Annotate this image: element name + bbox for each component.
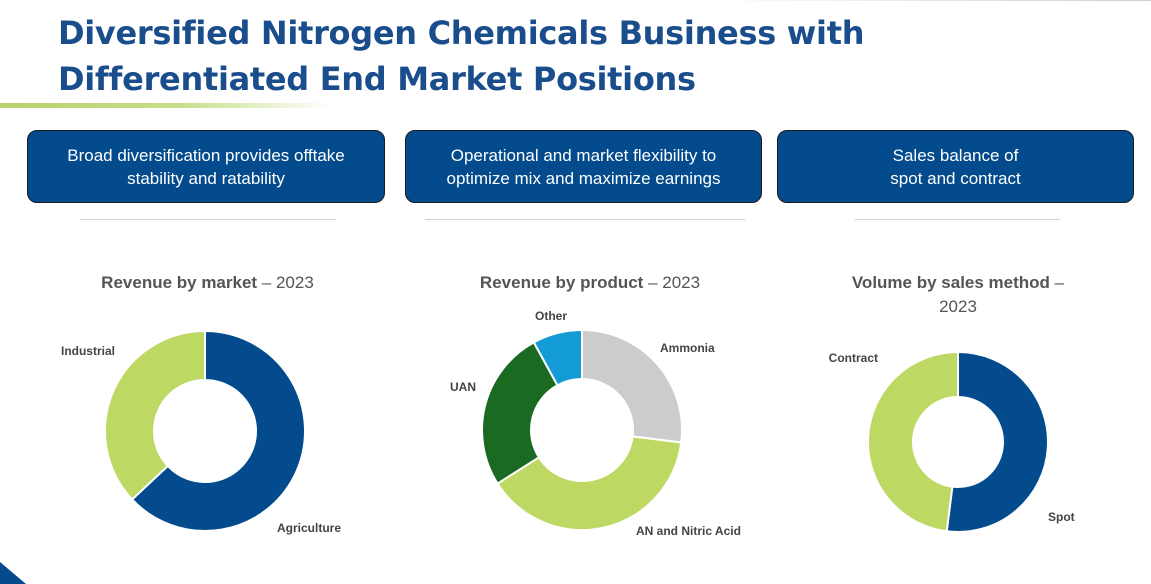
page-title: Diversified Nitrogen Chemicals Business …	[58, 10, 865, 102]
slice-label: Ammonia	[660, 341, 715, 355]
slice-label: Spot	[1048, 510, 1075, 524]
donut-slice-agriculture	[130, 329, 306, 532]
divider-2	[425, 219, 745, 220]
top-rule	[700, 0, 1151, 1]
highlight-box-line: Broad diversification provides offtake	[67, 145, 345, 165]
donut-slice-an-and-nitric-acid	[496, 435, 683, 531]
highlight-box-line: Operational and market flexibility to	[450, 145, 717, 165]
highlight-box-sales-balance: Sales balance of spot and contract	[777, 130, 1134, 203]
highlight-box-line: stability and ratability	[127, 168, 285, 188]
page-title-line-2: Differentiated End Market Positions	[58, 60, 696, 98]
donut-slice-contract	[867, 350, 959, 533]
highlight-box-flexibility: Operational and market flexibility to op…	[405, 130, 762, 203]
slice-label: AN and Nitric Acid	[636, 524, 741, 538]
chart-title-rest: –	[1049, 273, 1065, 292]
chart-title-revenue-by-product: Revenue by product – 2023	[435, 271, 745, 295]
chart-title-bold: Revenue by product	[479, 273, 644, 292]
chart-title-bold: Revenue by market	[101, 273, 258, 292]
highlight-box-line: Sales balance of	[892, 145, 1019, 165]
donut-slice-industrial	[104, 329, 206, 501]
highlight-box-line: spot and contract	[890, 168, 1021, 188]
donut-slice-ammonia	[581, 328, 683, 444]
highlight-box-line: optimize mix and maximize earnings	[446, 168, 721, 188]
chart-title-revenue-by-market: Revenue by market – 2023	[55, 271, 360, 295]
page-title-line-1: Diversified Nitrogen Chemicals Business …	[58, 14, 865, 52]
title-accent-line	[0, 103, 330, 108]
donut-slice-other	[532, 328, 583, 387]
slice-label: UAN	[450, 380, 476, 394]
donut-slice-spot	[945, 350, 1049, 533]
slice-label: Other	[535, 309, 567, 323]
slice-label: Contract	[829, 351, 878, 365]
divider-3	[855, 219, 1060, 220]
highlight-box-diversification: Broad diversification provides offtake s…	[27, 130, 385, 203]
divider-1	[80, 219, 336, 220]
chart-title-bold: Volume by sales method	[851, 273, 1050, 292]
chart-title-rest: – 2023	[257, 273, 314, 292]
chart-title-volume-by-sales-method: Volume by sales method – 2023	[808, 271, 1108, 319]
slice-label: Industrial	[61, 344, 115, 358]
chart-title-rest: – 2023	[643, 273, 701, 292]
slice-label: Agriculture	[277, 521, 341, 535]
corner-decoration	[0, 562, 26, 584]
donut-slice-uan	[481, 341, 559, 485]
chart-title-year: 2023	[939, 297, 977, 316]
